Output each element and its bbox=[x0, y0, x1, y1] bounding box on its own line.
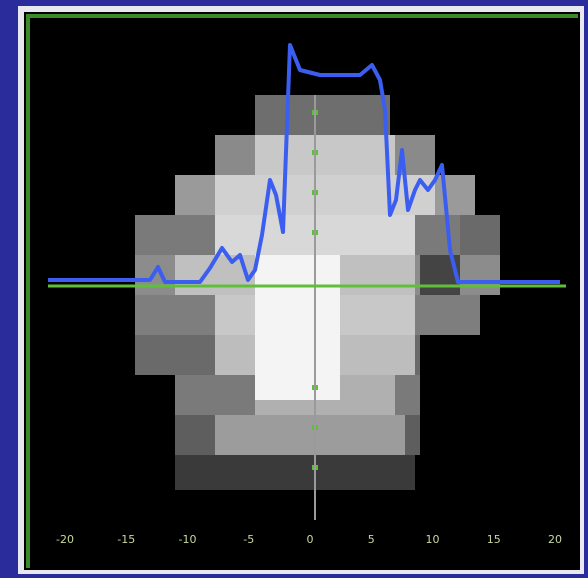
left-bar bbox=[26, 14, 30, 568]
x-axis: -20 -15 -10 -5 0 5 10 15 20 bbox=[56, 533, 562, 546]
x-tick-label: 20 bbox=[548, 533, 562, 546]
page: {"x_axis": {"tick_labels": ["-20", "-15"… bbox=[0, 0, 588, 578]
intensity-block bbox=[255, 95, 390, 135]
top-bar bbox=[26, 14, 578, 18]
profiler-view: -20 -15 -10 -5 0 5 10 15 20 bbox=[0, 0, 588, 578]
x-tick-label: 10 bbox=[426, 533, 440, 546]
x-tick-label: 5 bbox=[368, 533, 375, 546]
x-tick-label: 15 bbox=[487, 533, 501, 546]
intensity-block bbox=[460, 215, 500, 255]
intensity-block bbox=[255, 255, 340, 400]
intensity-block bbox=[215, 175, 435, 215]
intensity-block bbox=[175, 455, 415, 490]
x-tick-label: -5 bbox=[243, 533, 254, 546]
intensity-block bbox=[215, 415, 405, 455]
x-tick-label: -10 bbox=[179, 533, 197, 546]
x-tick-label: 0 bbox=[307, 533, 314, 546]
intensity-block bbox=[255, 135, 395, 175]
x-tick-label: -15 bbox=[117, 533, 135, 546]
x-tick-label: -20 bbox=[56, 533, 74, 546]
